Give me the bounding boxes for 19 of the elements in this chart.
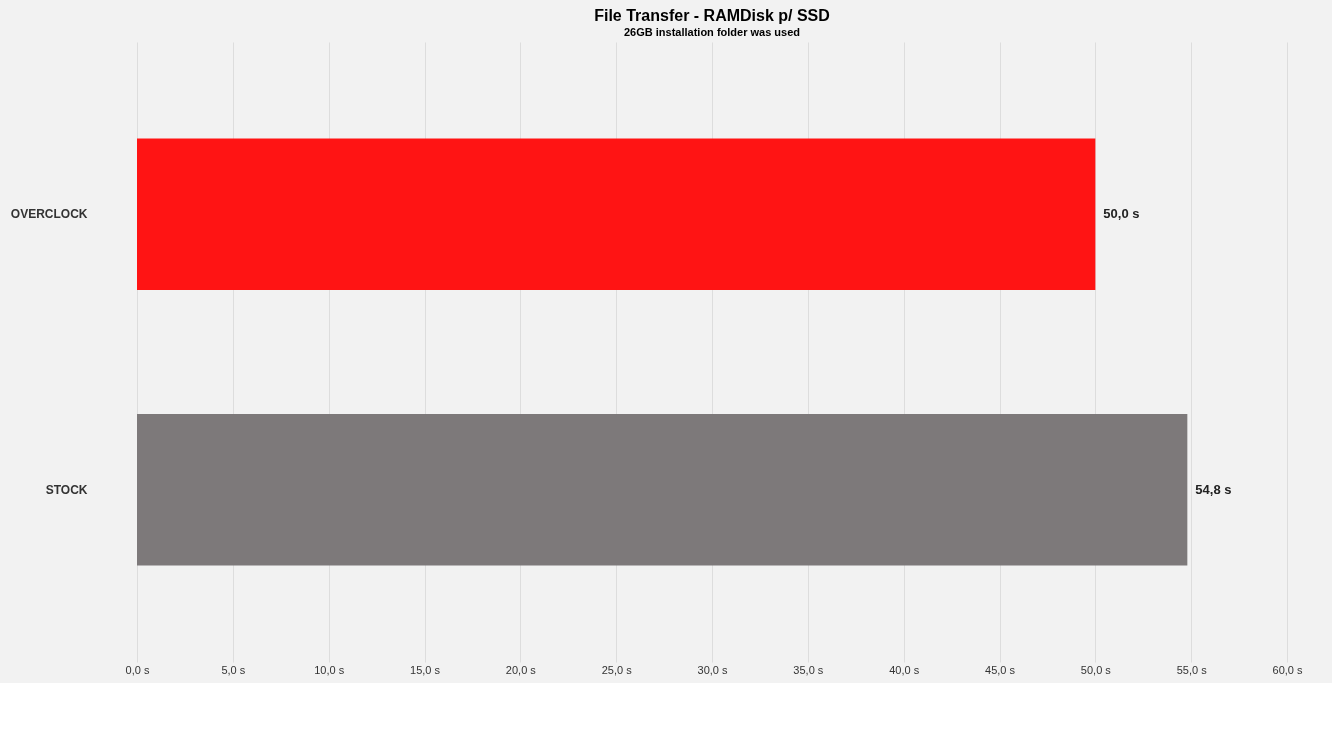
x-tick-label: 35,0 s (793, 663, 824, 676)
x-tick-label: 45,0 s (985, 663, 1016, 676)
x-tick-label: 50,0 s (1080, 663, 1112, 676)
chart-title: File Transfer - RAMDisk p/ SSD (594, 7, 830, 24)
x-tick-label: 30,0 s (697, 663, 728, 676)
y-tick-label: STOCK (45, 482, 88, 497)
data-label: 50,0 s (1103, 206, 1140, 222)
chart-subtitle: 26GB installation folder was used (623, 26, 801, 38)
x-tick-label: 5,0 s (221, 663, 246, 676)
x-tick-label: 20,0 s (505, 663, 537, 676)
x-tick-label: 15,0 s (410, 663, 441, 676)
x-tick-label: 40,0 s (889, 663, 920, 676)
x-tick-label: 10,0 s (314, 663, 345, 676)
x-tick-label: 0,0 s (125, 663, 150, 676)
y-tick-label: OVERCLOCK (10, 207, 88, 222)
x-tick-label: 60,0 s (1272, 663, 1303, 676)
x-tick-label: 25,0 s (601, 663, 633, 676)
data-label: 54,8 s (1195, 481, 1232, 497)
x-tick-label: 55,0 s (1176, 663, 1208, 676)
